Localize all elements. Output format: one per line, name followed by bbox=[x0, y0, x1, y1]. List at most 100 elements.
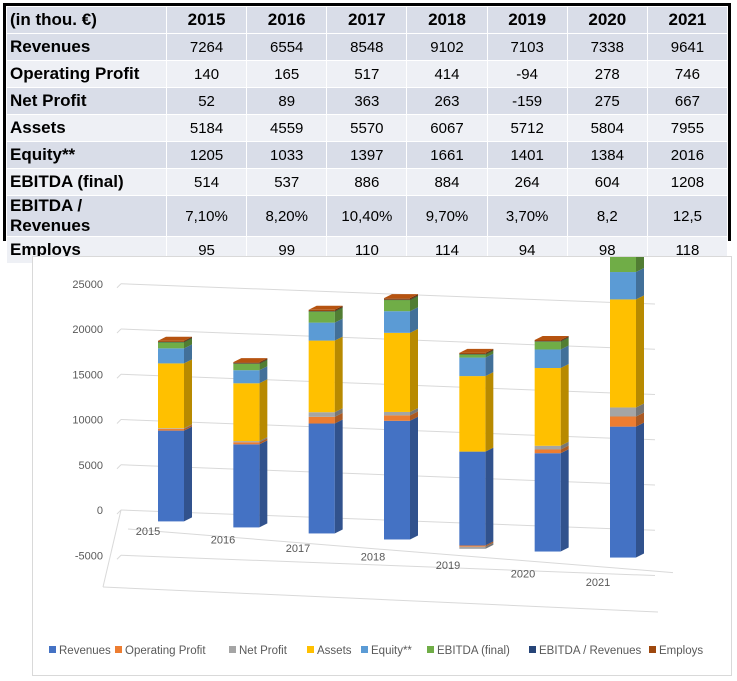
bar-segment bbox=[610, 426, 636, 558]
bar-segment bbox=[158, 430, 184, 522]
table-row: Revenues 7264 6554 8548 9102 7103 7338 9641 bbox=[6, 33, 729, 61]
floor-front-line bbox=[127, 528, 674, 574]
table-cell: 278 bbox=[566, 60, 648, 88]
bar-segment bbox=[308, 309, 335, 312]
bar-segment bbox=[384, 415, 410, 421]
table-cell: 8,20% bbox=[246, 195, 328, 237]
bar-segment-side bbox=[334, 412, 343, 424]
table-header-row: (in thou. €) 2015 2016 2017 2018 2019 20… bbox=[6, 6, 729, 34]
bar-segment bbox=[233, 442, 260, 445]
bar-segment-side bbox=[485, 350, 494, 358]
legend-swatch bbox=[307, 646, 314, 653]
bar-segment-side bbox=[184, 359, 192, 429]
table-cell: 1401 bbox=[486, 141, 568, 169]
legend-label: Net Profit bbox=[239, 645, 288, 657]
bar-segment bbox=[233, 441, 260, 443]
x-tick-label: 2019 bbox=[436, 560, 460, 572]
bar-segment bbox=[459, 451, 486, 546]
table-cell: 12,5 bbox=[646, 195, 729, 237]
bar-segment-side bbox=[560, 445, 569, 454]
legend-label: Employs bbox=[659, 645, 703, 657]
bar-segment-side bbox=[410, 328, 418, 412]
y-tick-label: 10000 bbox=[72, 415, 103, 427]
table-cell: 414 bbox=[406, 60, 488, 88]
bar-segment-side bbox=[259, 359, 268, 371]
bar-segment-side bbox=[184, 337, 192, 349]
chart-area: 25000 20000 15000 10000 5000 0 -5000 2015 2016 20… bbox=[32, 249, 732, 676]
bar-segment-side bbox=[184, 426, 192, 522]
table-cell: 517 bbox=[326, 60, 408, 88]
table-cell: 8548 bbox=[326, 33, 408, 61]
bar-segment bbox=[384, 332, 410, 412]
table-cell: 275 bbox=[566, 87, 648, 115]
table-body: Revenues 7264 6554 8548 9102 7103 7338 9641 Oper… bbox=[6, 33, 729, 264]
bar-top-cap bbox=[534, 335, 569, 340]
table-row: EBITDA / Revenues 7,10% 8,20% 10,40% 9,70% 3,… bbox=[6, 195, 729, 237]
legend-label: Equity** bbox=[371, 645, 412, 657]
table-row: Net Profit 52 89 363 263 -159 275 667 bbox=[6, 87, 729, 115]
table-cell: 7955 bbox=[646, 114, 729, 142]
bar-top-cap bbox=[384, 294, 418, 299]
row-label: EBITDA (final) bbox=[6, 168, 167, 196]
bar-segment-side bbox=[560, 449, 569, 552]
bar-segment-side bbox=[636, 251, 644, 273]
table-cell: 1397 bbox=[326, 141, 408, 169]
legend-swatch bbox=[427, 646, 434, 653]
table-cell: 3,70% bbox=[486, 195, 568, 237]
bar-segment-side bbox=[184, 336, 192, 342]
year-header: 2020 bbox=[566, 6, 648, 34]
table-cell: 10,40% bbox=[326, 195, 408, 237]
bar-segment-side bbox=[259, 437, 268, 443]
bar-segment-side bbox=[410, 295, 418, 312]
table-cell: 5712 bbox=[486, 114, 568, 142]
row-label: Equity** bbox=[6, 141, 167, 169]
table-cell: 7103 bbox=[486, 33, 568, 61]
bar-segment-side bbox=[259, 440, 268, 528]
bar-segment bbox=[534, 341, 561, 350]
bar-segment-side bbox=[334, 419, 343, 534]
bar-segment-side bbox=[636, 295, 644, 408]
table-cell: 884 bbox=[406, 168, 488, 196]
bar-segment bbox=[158, 363, 184, 429]
bar-segment-side bbox=[259, 358, 268, 364]
row-label: Operating Profit bbox=[6, 60, 167, 88]
table-cell: 5804 bbox=[566, 114, 648, 142]
table-cell: 7338 bbox=[566, 33, 648, 61]
bar-segment bbox=[610, 272, 636, 300]
bar-segment bbox=[459, 545, 486, 547]
bar-segment-side bbox=[485, 350, 494, 355]
bar-segment bbox=[384, 298, 410, 300]
year-header: 2015 bbox=[165, 6, 248, 34]
bar-segment-side bbox=[259, 359, 268, 364]
y-tick-label: 20000 bbox=[72, 324, 103, 336]
table-row: EBITDA (final) 514 537 886 884 264 604 1208 bbox=[6, 168, 729, 196]
bar-segment bbox=[534, 453, 561, 552]
bar-segment bbox=[233, 370, 260, 384]
stacked-bar-chart: 25000 20000 15000 10000 5000 0 -5000 2015 2016 20… bbox=[49, 249, 703, 657]
bar-segment bbox=[610, 416, 636, 427]
bar-segment bbox=[308, 322, 335, 341]
bar-segment-side bbox=[410, 407, 418, 416]
gridline-edge bbox=[116, 464, 122, 470]
legend-swatch bbox=[49, 646, 56, 653]
table-cell: 52 bbox=[165, 87, 248, 115]
bar-segment bbox=[459, 357, 486, 377]
financial-table-frame: (in thou. €) 2015 2016 2017 2018 2019 20… bbox=[3, 3, 731, 264]
x-tick-label: 2017 bbox=[286, 543, 310, 555]
row-label: Revenues bbox=[6, 33, 167, 61]
table-cell: 1661 bbox=[406, 141, 488, 169]
y-tick-label: 15000 bbox=[72, 369, 103, 381]
gridline-edge bbox=[116, 554, 122, 560]
table-cell: 5570 bbox=[326, 114, 408, 142]
bar-segment-side bbox=[560, 441, 569, 450]
table-cell: 746 bbox=[646, 60, 729, 88]
table-cell: 7,10% bbox=[165, 195, 248, 237]
year-header: 2019 bbox=[486, 6, 568, 34]
bar-segment bbox=[610, 255, 636, 273]
x-tick-label: 2015 bbox=[136, 526, 160, 538]
bar-segment-side bbox=[410, 295, 418, 301]
bar-segment bbox=[459, 376, 486, 452]
table-cell: -159 bbox=[486, 87, 568, 115]
year-header: 2018 bbox=[406, 6, 488, 34]
gridline bbox=[120, 554, 656, 577]
